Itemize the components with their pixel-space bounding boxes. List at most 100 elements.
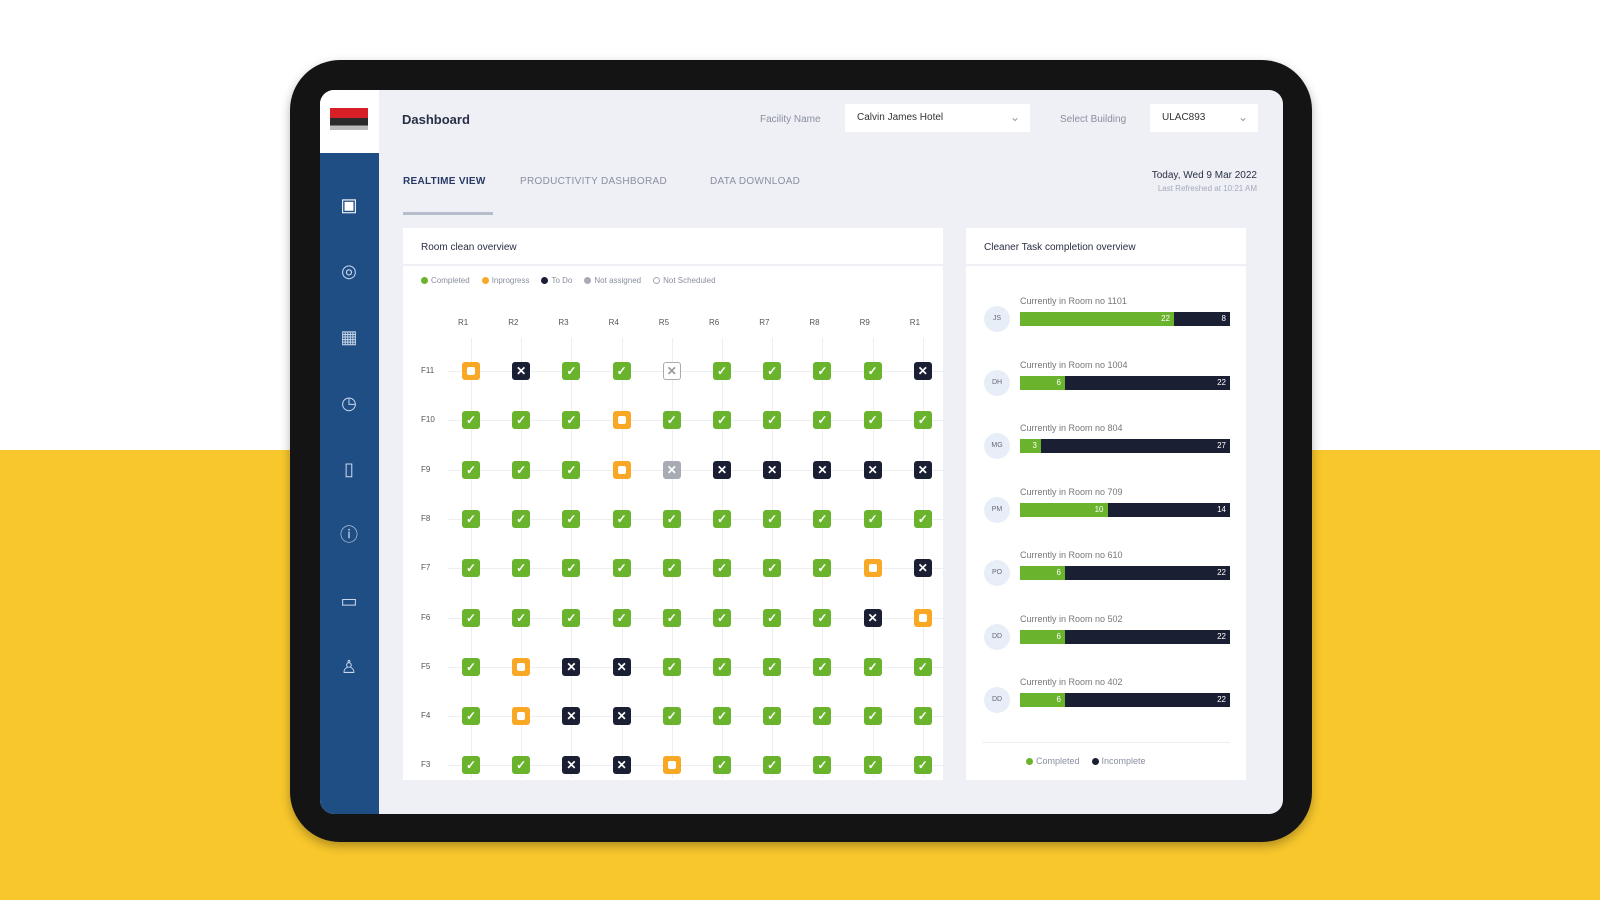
room-status-todo[interactable]: ✕	[863, 608, 882, 627]
room-status-completed[interactable]: ✓	[662, 608, 681, 627]
room-status-completed[interactable]: ✓	[863, 509, 882, 528]
room-status-completed[interactable]: ✓	[813, 756, 832, 775]
room-status-completed[interactable]: ✓	[662, 707, 681, 726]
room-status-inprogress[interactable]	[913, 608, 932, 627]
room-status-completed[interactable]: ✓	[763, 362, 782, 380]
room-status-completed[interactable]: ✓	[713, 559, 731, 578]
room-status-completed[interactable]: ✓	[462, 657, 480, 676]
room-status-completed[interactable]: ✓	[913, 756, 932, 775]
room-status-not-assigned[interactable]: ✕	[662, 460, 681, 479]
room-status-completed[interactable]: ✓	[913, 411, 932, 430]
room-status-completed[interactable]: ✓	[562, 411, 581, 430]
room-status-todo[interactable]: ✕	[913, 460, 932, 479]
room-status-completed[interactable]: ✓	[763, 411, 782, 430]
room-status-completed[interactable]: ✓	[713, 707, 731, 726]
room-status-todo[interactable]: ✕	[713, 460, 731, 479]
room-status-completed[interactable]: ✓	[562, 362, 581, 380]
location-icon[interactable]: ◎	[341, 261, 357, 281]
room-status-todo[interactable]: ✕	[562, 707, 581, 726]
room-status-todo[interactable]: ✕	[512, 362, 531, 380]
room-status-todo[interactable]: ✕	[813, 460, 832, 479]
room-status-completed[interactable]: ✓	[713, 411, 731, 430]
room-status-completed[interactable]: ✓	[662, 657, 681, 676]
room-status-completed[interactable]: ✓	[813, 559, 832, 578]
room-status-completed[interactable]: ✓	[713, 608, 731, 627]
room-status-completed[interactable]: ✓	[662, 411, 681, 430]
room-status-completed[interactable]: ✓	[913, 707, 932, 726]
building-select[interactable]: ULAC893 ⌄	[1150, 104, 1258, 132]
room-status-completed[interactable]: ✓	[763, 657, 782, 676]
room-status-todo[interactable]: ✕	[763, 460, 782, 479]
room-status-completed[interactable]: ✓	[863, 657, 882, 676]
room-status-inprogress[interactable]	[612, 411, 631, 430]
user-icon[interactable]: ♙	[340, 657, 358, 677]
room-status-todo[interactable]: ✕	[612, 756, 631, 775]
room-status-completed[interactable]: ✓	[612, 559, 631, 578]
room-status-completed[interactable]: ✓	[713, 756, 731, 775]
room-status-completed[interactable]: ✓	[462, 411, 480, 430]
room-status-todo[interactable]: ✕	[562, 657, 581, 676]
room-status-inprogress[interactable]	[512, 657, 531, 676]
room-status-inprogress[interactable]	[662, 756, 681, 775]
room-status-completed[interactable]: ✓	[512, 509, 531, 528]
room-status-completed[interactable]: ✓	[813, 608, 832, 627]
monitor-icon[interactable]: ▣	[340, 195, 358, 215]
room-status-completed[interactable]: ✓	[863, 707, 882, 726]
room-status-completed[interactable]: ✓	[713, 657, 731, 676]
room-status-not-scheduled[interactable]: ✕	[662, 362, 681, 380]
chat-icon[interactable]: ▭	[340, 591, 358, 611]
room-status-completed[interactable]: ✓	[562, 608, 581, 627]
room-status-completed[interactable]: ✓	[512, 559, 531, 578]
room-status-completed[interactable]: ✓	[763, 707, 782, 726]
room-status-completed[interactable]: ✓	[813, 362, 832, 380]
room-status-completed[interactable]: ✓	[512, 411, 531, 430]
room-status-completed[interactable]: ✓	[462, 559, 480, 578]
room-status-completed[interactable]: ✓	[813, 411, 832, 430]
room-status-completed[interactable]: ✓	[813, 509, 832, 528]
room-status-completed[interactable]: ✓	[662, 559, 681, 578]
room-status-completed[interactable]: ✓	[562, 460, 581, 479]
facility-select[interactable]: Calvin James Hotel ⌄	[845, 104, 1030, 132]
room-status-inprogress[interactable]	[462, 362, 480, 380]
room-status-completed[interactable]: ✓	[863, 411, 882, 430]
room-status-completed[interactable]: ✓	[512, 460, 531, 479]
room-status-completed[interactable]: ✓	[813, 657, 832, 676]
room-status-todo[interactable]: ✕	[612, 657, 631, 676]
room-status-completed[interactable]: ✓	[763, 509, 782, 528]
room-status-completed[interactable]: ✓	[512, 756, 531, 775]
tab-productivity-dashboard[interactable]: PRODUCTIVITY DASHBORAD	[520, 176, 667, 187]
room-status-completed[interactable]: ✓	[562, 559, 581, 578]
room-status-completed[interactable]: ✓	[662, 509, 681, 528]
room-status-completed[interactable]: ✓	[562, 509, 581, 528]
room-status-completed[interactable]: ✓	[462, 608, 480, 627]
tab-data-download[interactable]: DATA DOWNLOAD	[710, 176, 801, 187]
room-status-completed[interactable]: ✓	[612, 509, 631, 528]
room-status-completed[interactable]: ✓	[913, 657, 932, 676]
room-status-inprogress[interactable]	[612, 460, 631, 479]
room-status-inprogress[interactable]	[512, 707, 531, 726]
room-status-completed[interactable]: ✓	[913, 509, 932, 528]
room-status-completed[interactable]: ✓	[713, 362, 731, 380]
room-status-completed[interactable]: ✓	[612, 362, 631, 380]
room-status-completed[interactable]: ✓	[462, 509, 480, 528]
tab-realtime-view[interactable]: REALTIME VIEW	[403, 176, 486, 187]
room-status-todo[interactable]: ✕	[913, 559, 932, 578]
room-status-todo[interactable]: ✕	[562, 756, 581, 775]
room-status-todo[interactable]: ✕	[612, 707, 631, 726]
room-status-completed[interactable]: ✓	[462, 707, 480, 726]
room-status-completed[interactable]: ✓	[863, 362, 882, 380]
room-status-completed[interactable]: ✓	[713, 509, 731, 528]
room-status-completed[interactable]: ✓	[763, 608, 782, 627]
calendar-icon[interactable]: ▦	[340, 327, 358, 347]
room-status-completed[interactable]: ✓	[813, 707, 832, 726]
clock-icon[interactable]: ◷	[341, 393, 357, 413]
book-icon[interactable]: ▯	[344, 459, 354, 479]
room-status-completed[interactable]: ✓	[462, 756, 480, 775]
room-status-todo[interactable]: ✕	[913, 362, 932, 380]
room-status-inprogress[interactable]	[863, 559, 882, 578]
room-status-completed[interactable]: ✓	[512, 608, 531, 627]
room-status-completed[interactable]: ✓	[763, 559, 782, 578]
room-status-completed[interactable]: ✓	[462, 460, 480, 479]
room-status-completed[interactable]: ✓	[763, 756, 782, 775]
info-icon[interactable]: ⓘ	[340, 525, 358, 545]
